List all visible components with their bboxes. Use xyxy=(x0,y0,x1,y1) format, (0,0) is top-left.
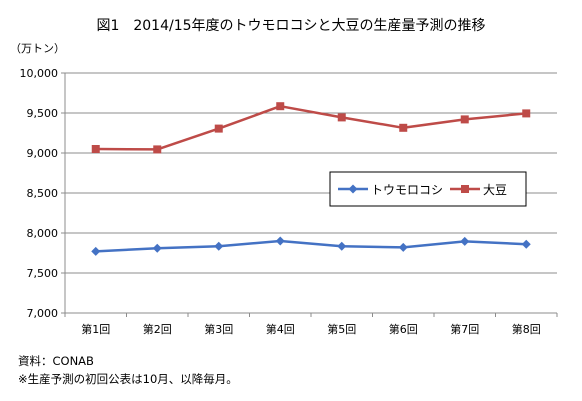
x-tick-label: 第1回 xyxy=(81,322,110,336)
data-point-corn xyxy=(152,243,162,253)
y-tick-label: 7,000 xyxy=(27,307,59,320)
data-point-soy xyxy=(399,123,408,132)
y-tick-label: 8,500 xyxy=(27,187,59,200)
data-point-soy xyxy=(276,102,285,111)
chart-notes: 資料：CONAB ※生産予測の初回公表は10月、以降毎月。 xyxy=(18,352,238,388)
data-point-soy xyxy=(214,124,223,133)
data-point-soy xyxy=(153,145,162,154)
legend-marker-soy xyxy=(461,185,469,193)
x-tick-label: 第7回 xyxy=(450,322,479,336)
data-point-corn xyxy=(337,241,347,251)
series-line-soy xyxy=(95,104,527,151)
footnote: ※生産予測の初回公表は10月、以降毎月。 xyxy=(18,372,238,386)
data-point-corn xyxy=(275,236,285,246)
source-note: 資料：CONAB xyxy=(18,354,94,368)
data-point-corn xyxy=(398,242,408,252)
x-tick-label: 第2回 xyxy=(143,322,172,336)
y-axis-unit-label: （万トン） xyxy=(10,42,65,55)
x-tick-label: 第6回 xyxy=(389,322,418,336)
data-point-corn xyxy=(214,241,224,251)
data-point-soy xyxy=(337,113,346,122)
series-line-corn xyxy=(95,239,527,253)
legend-label-corn: トウモロコシ xyxy=(371,183,443,197)
y-tick-label: 9,500 xyxy=(27,107,59,120)
data-point-soy xyxy=(460,115,469,124)
data-point-soy xyxy=(91,145,100,153)
legend-label-soy: 大豆 xyxy=(483,183,507,197)
chart-title: 図1 2014/15年度のトウモロコシと大豆の生産量予測の推移 xyxy=(96,18,486,34)
data-point-corn xyxy=(460,236,470,246)
data-point-soy xyxy=(522,109,531,118)
y-tick-label: 7,500 xyxy=(27,267,59,280)
data-point-corn xyxy=(91,246,101,256)
legend-marker-corn xyxy=(348,184,358,194)
x-tick-label: 第5回 xyxy=(327,322,356,336)
data-point-corn xyxy=(521,239,531,249)
y-tick-label: 9,000 xyxy=(27,147,59,160)
y-tick-label: 10,000 xyxy=(20,67,59,80)
x-tick-label: 第4回 xyxy=(266,322,295,336)
x-tick-label: 第8回 xyxy=(512,322,541,336)
y-tick-label: 8,000 xyxy=(27,227,59,240)
x-tick-label: 第3回 xyxy=(204,322,233,336)
